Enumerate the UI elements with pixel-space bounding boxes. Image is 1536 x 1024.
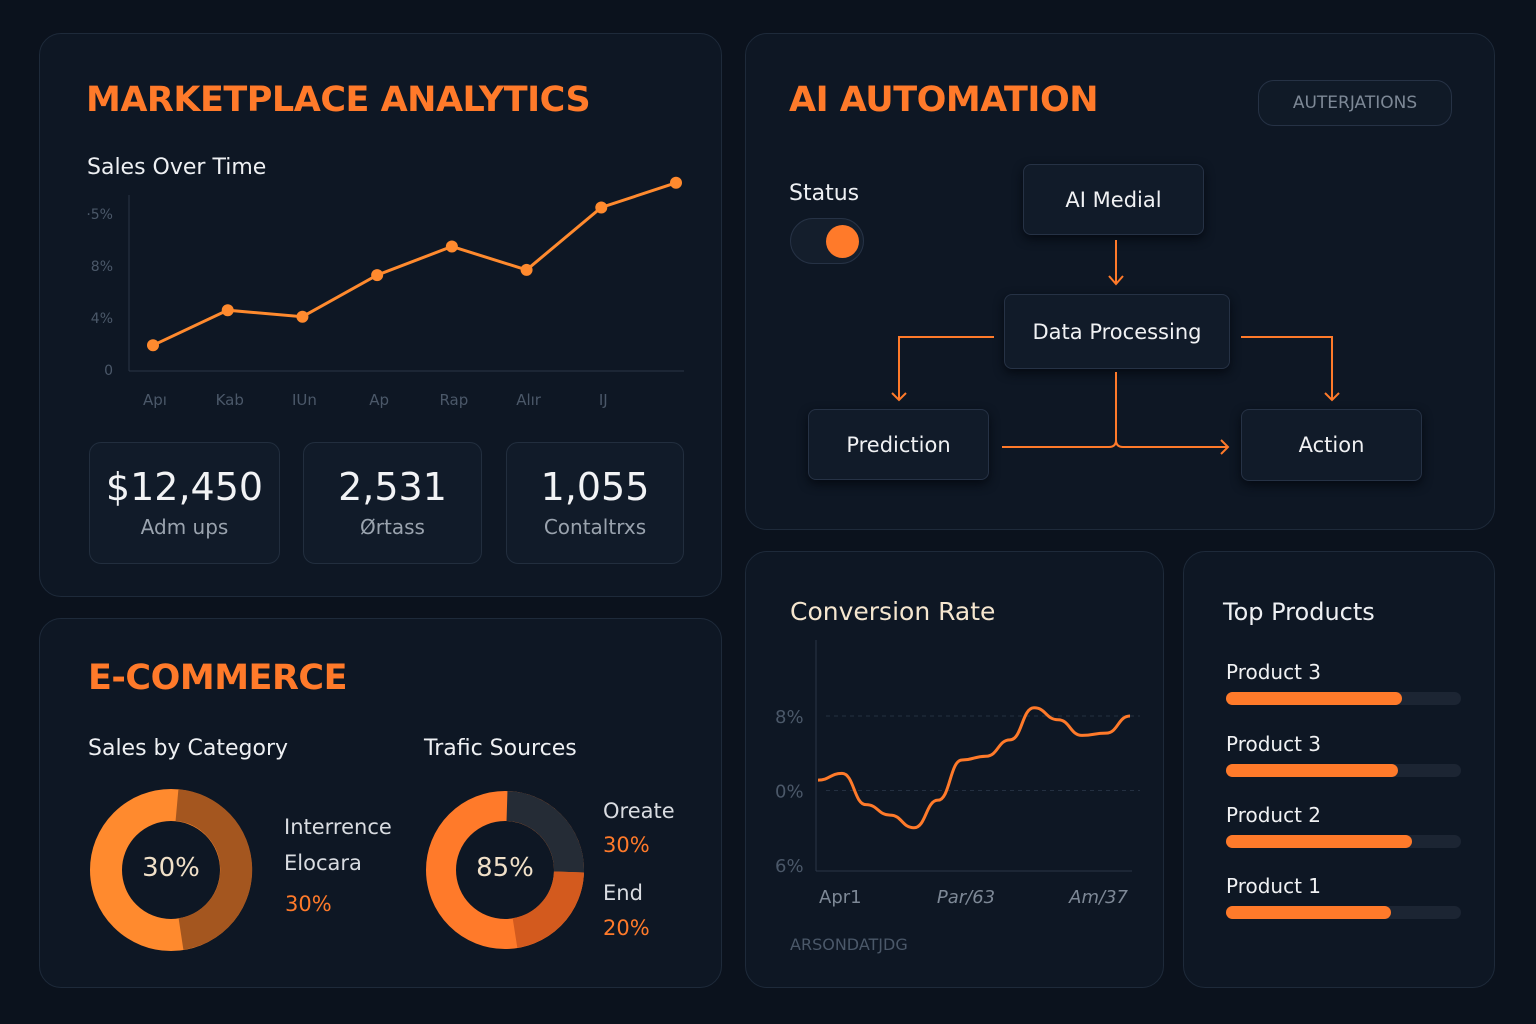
ecommerce-title: E-COMMERCE (88, 658, 348, 698)
traffic-sources-title: Trafic Sources (424, 736, 577, 761)
sales-point (221, 304, 234, 317)
donut1-segment (174, 789, 253, 950)
sales-point (296, 310, 309, 323)
sales-point (520, 263, 533, 276)
status-label: Status (789, 181, 860, 206)
x-tick-label: Ap (369, 391, 389, 409)
stat-label: Contaltrxs (543, 515, 647, 539)
stat-value: 2,531 (338, 465, 447, 509)
marketplace-title: MARKETPLACE ANALYTICS (86, 80, 591, 120)
x-tick-label: Apr1 (819, 887, 862, 908)
product-bar-fill (1226, 906, 1391, 919)
x-tick-label: IJ (599, 391, 608, 409)
y-tick-label: 0% (775, 782, 804, 803)
product-item: Product 2 (1226, 803, 1461, 848)
stat-label: Ørtass (360, 515, 425, 539)
sales-line (152, 181, 677, 347)
donut2-value-2: 20% (603, 916, 650, 940)
ai-title: AI AUTOMATION (789, 80, 1099, 120)
stat-value: $12,450 (105, 465, 264, 509)
product-item: Product 3 (1226, 660, 1461, 705)
product-bar-track (1226, 835, 1461, 848)
status-toggle[interactable] (790, 218, 864, 264)
donut2-accent (512, 870, 584, 948)
node-ai-medial[interactable]: AI Medial (1023, 164, 1204, 235)
stat-value: 1,055 (540, 465, 650, 509)
toggle-knob (826, 225, 859, 258)
donut1-legend-2: Elocara (284, 851, 362, 875)
donut2-value-1: 30% (603, 833, 650, 857)
x-tick-label: Apı (143, 391, 167, 409)
product-bar-fill (1226, 835, 1412, 848)
top-products-title: Top Products (1223, 598, 1375, 626)
product-bar-track (1226, 906, 1461, 919)
product-name: Product 1 (1226, 874, 1322, 898)
product-name: Product 3 (1226, 732, 1322, 756)
x-tick-label: Par/63 (937, 887, 995, 908)
product-bar-fill (1226, 764, 1398, 777)
x-tick-label: Rap (439, 391, 468, 409)
node-prediction[interactable]: Prediction (808, 409, 989, 480)
product-item: Product 3 (1226, 732, 1461, 777)
x-tick-label: Am/37 (1068, 887, 1128, 908)
product-bar-fill (1226, 692, 1403, 705)
donut2-legend-1: Oreate (603, 799, 675, 823)
product-item: Product 1 (1226, 874, 1461, 919)
x-tick-label: IUn (292, 391, 317, 409)
y-tick-label: 4% (91, 311, 113, 327)
conversion-line (817, 706, 1131, 830)
product-name: Product 3 (1226, 660, 1322, 684)
donut2-segment (505, 791, 585, 873)
stat-orders: 2,531 Ørtass (303, 442, 482, 564)
product-name: Product 2 (1226, 803, 1322, 827)
sales-point (670, 176, 682, 189)
x-tick-label: Kab (216, 391, 244, 409)
sales-point (445, 240, 458, 253)
automations-badge[interactable]: AUTERJATIONS (1258, 80, 1452, 126)
node-action[interactable]: Action (1241, 409, 1422, 481)
x-tick-label: Alır (516, 391, 542, 409)
product-bar-track (1226, 764, 1461, 777)
conversion-title: Conversion Rate (790, 597, 996, 626)
y-tick-label: 0 (104, 363, 113, 379)
donut1-legend-value: 30% (285, 892, 332, 916)
y-tick-label: 6% (775, 856, 804, 877)
donut2-center: 85% (476, 853, 534, 883)
sales-point (147, 339, 159, 352)
stat-contacts: 1,055 Contaltrxs (506, 442, 684, 564)
sales-by-category-title: Sales by Category (88, 736, 289, 761)
stat-label: Adm ups (140, 515, 229, 539)
y-tick-label: 8% (775, 707, 804, 728)
stat-revenue: $12,450 Adm ups (89, 442, 280, 564)
donut1-legend-1: Interrence (284, 815, 392, 839)
product-bar-track (1226, 692, 1461, 705)
donut1-center: 30% (142, 853, 200, 883)
y-tick-label: 8% (91, 259, 113, 275)
sales-point (595, 201, 608, 214)
y-tick-label: ·5% (86, 207, 113, 223)
node-data-processing[interactable]: Data Processing (1004, 294, 1230, 369)
donut2-legend-2: End (603, 881, 643, 905)
conversion-footer: ARSONDATJDG (790, 935, 908, 954)
sales-chart-title: Sales Over Time (87, 155, 267, 180)
sales-point (371, 269, 384, 282)
